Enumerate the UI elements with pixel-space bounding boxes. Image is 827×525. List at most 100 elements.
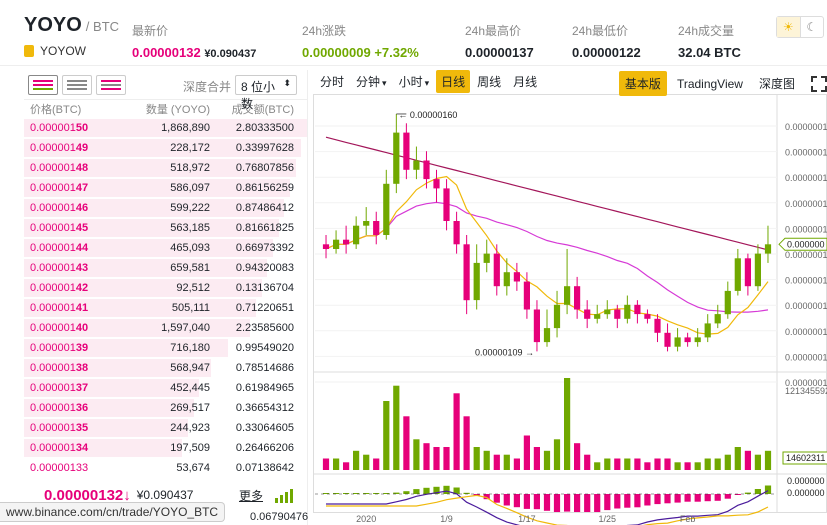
macd-bar: [764, 485, 772, 494]
last-trade-price: 0.00000132↓: [44, 486, 131, 504]
volume-bar: [423, 443, 430, 470]
ask-row[interactable]: 0.00000150 1,868,890 2.80333500: [24, 118, 307, 138]
volume-bar: [594, 462, 601, 470]
macd-bar: [714, 494, 721, 501]
ask-total: 0.66973392: [235, 242, 294, 254]
ask-amount: 228,172: [170, 142, 210, 154]
depth-bar: [24, 279, 262, 297]
precision-value: 8 位小数: [241, 80, 276, 111]
orderbook-toolbar: 深度合并 8 位小数 ⬍: [24, 70, 307, 111]
tradingview-button[interactable]: TradingView: [676, 76, 743, 91]
volume-bar: [443, 447, 450, 470]
tab-timeline[interactable]: 分时: [320, 74, 345, 89]
view-both-button[interactable]: [28, 74, 58, 95]
sun-icon[interactable]: ☀: [777, 17, 801, 37]
last-price-row: 0.00000132↓ ¥0.090437 更多: [24, 482, 307, 508]
ask-row[interactable]: 0.00000133 53,674 0.07138642: [24, 458, 307, 478]
ask-row[interactable]: 0.00000142 92,512 0.13136704: [24, 278, 307, 298]
volume-value: 32.04 BTC: [678, 45, 741, 60]
stat-label: 24h最高价: [465, 24, 522, 38]
depth-bar: [24, 319, 251, 337]
ask-price: 0.00000135: [30, 422, 89, 434]
view-asks-button[interactable]: [96, 74, 126, 95]
candle-body: [483, 253, 490, 263]
candle-body: [322, 244, 330, 249]
theme-toggle[interactable]: ☀ ☾: [776, 16, 824, 38]
ask-row[interactable]: 0.00000145 563,185 0.81661825: [24, 218, 307, 238]
ask-row[interactable]: 0.00000149 228,172 0.33997628: [24, 138, 307, 158]
ask-row[interactable]: 0.00000143 659,581 0.94320083: [24, 258, 307, 278]
ask-amount: 1,868,890: [161, 122, 210, 134]
ask-row[interactable]: 0.00000146 599,222 0.87486412: [24, 198, 307, 218]
basic-view-button[interactable]: 基本版: [618, 71, 667, 96]
ask-price: 0.00000145: [30, 222, 89, 234]
ask-amount: 505,111: [171, 302, 210, 314]
signal-bars-icon[interactable]: [275, 489, 293, 503]
depth-bar: [24, 159, 296, 177]
depth-bar: [24, 119, 307, 137]
precision-select[interactable]: 8 位小数 ⬍: [235, 75, 297, 111]
volume-bar: [564, 378, 571, 470]
ask-row[interactable]: 0.00000136 269,517 0.36654312: [24, 398, 307, 418]
ask-row[interactable]: 0.00000134 197,509 0.26466206: [24, 438, 307, 458]
ask-price: 0.00000143: [30, 262, 89, 274]
volume-bar: [684, 462, 691, 470]
ask-total: 0.07138642: [235, 462, 294, 474]
tab-minute[interactable]: 分钟: [351, 70, 392, 93]
volume-bar: [453, 393, 460, 470]
view-bids-button[interactable]: [62, 74, 92, 95]
candlestick-chart[interactable]: 0.00000010.00000010.00000010.00000010.00…: [313, 94, 827, 525]
stat-last-price: 最新价 0.00000132 ¥0.090437: [132, 22, 256, 60]
volume-bar: [543, 450, 551, 470]
ask-row[interactable]: 0.00000138 568,947 0.78514686: [24, 358, 307, 378]
tab-hour[interactable]: 小时: [394, 70, 435, 93]
candle-body: [654, 318, 661, 333]
ask-row[interactable]: 0.00000148 518,972 0.76807856: [24, 158, 307, 178]
order-book: 深度合并 8 位小数 ⬍ 价格(BTC) 数量 (YOYO) 成交额(BTC) …: [24, 70, 308, 525]
ask-row[interactable]: 0.00000137 452,445 0.61984965: [24, 378, 307, 398]
volume-bar: [413, 439, 420, 470]
more-link[interactable]: 更多: [238, 488, 263, 503]
y-tick-label: 0.0000001: [785, 173, 827, 183]
volume-bar: [694, 462, 701, 470]
tab-daily[interactable]: 日线: [436, 69, 471, 93]
ask-row[interactable]: 0.00000139 716,180 0.99549020: [24, 338, 307, 358]
candle-body: [523, 281, 530, 310]
ask-row[interactable]: 0.00000144 465,093 0.66973392: [24, 238, 307, 258]
candle-body: [744, 258, 751, 287]
volume-bar: [363, 454, 370, 470]
ask-row[interactable]: 0.00000135 244,923 0.33064605: [24, 418, 307, 438]
ask-total: 0.33064605: [235, 422, 294, 434]
macd-bar: [503, 494, 510, 506]
candle-body: [463, 244, 470, 301]
coin-full-name: YOYOW: [40, 44, 87, 58]
quote-asset: / BTC: [85, 19, 120, 34]
macd-bar: [654, 494, 661, 505]
volume-bar: [634, 458, 641, 470]
ask-amount: 197,509: [170, 442, 210, 454]
moon-icon[interactable]: ☾: [806, 20, 818, 34]
tab-monthly[interactable]: 月线: [513, 74, 538, 89]
macd-bar: [624, 494, 631, 508]
volume-bar: [353, 450, 360, 470]
depth-chart-button[interactable]: 深度图: [758, 77, 795, 91]
stat-24h-high: 24h最高价 0.00000137: [465, 22, 534, 60]
macd-bar: [604, 494, 611, 511]
change-value: 0.00000009: [302, 45, 371, 60]
macd-bar: [634, 494, 641, 508]
macd-bar: [493, 494, 500, 503]
arrow-down-icon: ↓: [123, 486, 131, 504]
candle-body: [734, 258, 741, 291]
macd-bar: [463, 492, 470, 494]
tab-weekly[interactable]: 周线: [477, 74, 502, 89]
x-tick-label: Feb: [680, 514, 696, 524]
ask-row[interactable]: 0.00000141 505,111 0.71220651: [24, 298, 307, 318]
macd-bar: [694, 494, 701, 502]
ask-row[interactable]: 0.00000147 586,097 0.86156259: [24, 178, 307, 198]
candle-body: [624, 304, 631, 319]
x-tick-label: 2020: [356, 514, 376, 524]
coin-name[interactable]: YOYOW: [24, 44, 86, 58]
depth-bar: [24, 419, 189, 437]
ask-row[interactable]: 0.00000140 1,597,040 2.23585600: [24, 318, 307, 338]
fullscreen-icon[interactable]: [811, 75, 827, 92]
